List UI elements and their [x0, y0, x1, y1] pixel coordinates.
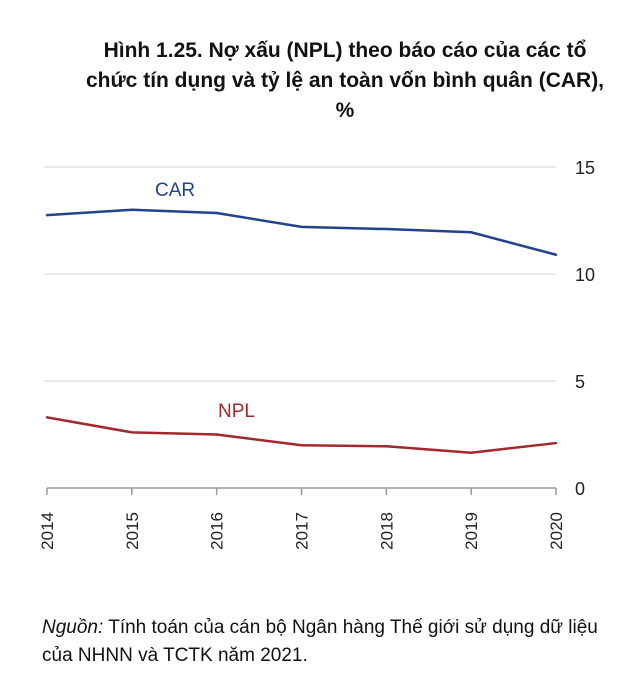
source-label: Nguồn:: [42, 617, 104, 638]
x-tick-label: 2019: [462, 512, 481, 550]
data-point: [215, 433, 218, 436]
data-point: [215, 211, 218, 215]
title-line: %: [335, 99, 355, 122]
title-line: chức tín dụng và tỷ lệ an toàn vốn bình …: [85, 69, 605, 92]
data-point: [130, 431, 134, 434]
series-line-car: [46, 208, 557, 256]
x-tick-label: 2017: [293, 512, 312, 550]
title-line: Hình 1.25. Nợ xấu (NPL) theo báo cáo của…: [103, 39, 587, 62]
data-point: [554, 253, 558, 256]
data-point: [469, 451, 473, 454]
chart-title: Hình 1.25. Nợ xấu (NPL) theo báo cáo của…: [0, 36, 640, 126]
data-point: [130, 208, 134, 211]
x-tick-label: 2015: [123, 512, 142, 550]
x-tick-label: 2014: [38, 512, 57, 550]
data-point: [385, 227, 388, 231]
line-chart: 0 5 10 15 2014 2015 2016 2017 2018 2019 2020 CAR NPL: [38, 158, 595, 550]
data-point: [45, 416, 49, 419]
data-point: [385, 445, 388, 448]
series-label: CAR: [155, 180, 195, 201]
series-label: NPL: [218, 401, 255, 422]
data-point: [469, 231, 473, 234]
source-note: Nguồn: Tính toán của cán bộ Ngân hàng Th…: [42, 614, 632, 670]
y-tick-label: 0: [575, 479, 585, 499]
source-text: Tính toán của cán bộ Ngân hàng Thế giới …: [42, 617, 598, 666]
x-tick-label: 2020: [547, 512, 566, 550]
series-line-npl: [46, 416, 557, 454]
data-point: [300, 444, 303, 447]
y-tick-label: 15: [575, 158, 595, 178]
y-tick-label: 10: [575, 265, 595, 285]
x-tick-label: 2016: [208, 512, 227, 550]
x-tick-label: 2018: [377, 512, 396, 550]
data-point: [554, 441, 558, 445]
data-point: [300, 225, 303, 229]
y-tick-label: 5: [575, 372, 585, 392]
data-point: [45, 213, 49, 217]
